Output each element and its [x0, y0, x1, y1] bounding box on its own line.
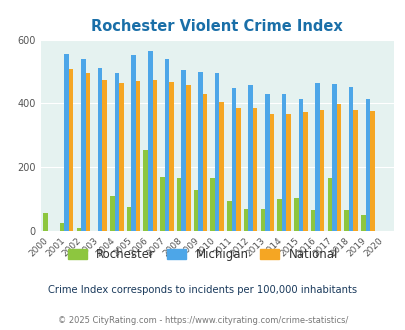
Bar: [193, 189, 198, 231]
Bar: [135, 81, 140, 231]
Bar: [343, 210, 348, 231]
Bar: [185, 85, 190, 231]
Bar: [336, 104, 340, 231]
Bar: [303, 112, 307, 231]
Bar: [260, 209, 264, 231]
Bar: [327, 178, 331, 231]
Bar: [164, 59, 169, 231]
Bar: [160, 177, 164, 231]
Bar: [198, 72, 202, 231]
Bar: [310, 210, 315, 231]
Bar: [98, 68, 102, 231]
Bar: [319, 110, 324, 231]
Bar: [85, 73, 90, 231]
Bar: [331, 84, 336, 231]
Bar: [243, 209, 248, 231]
Bar: [177, 178, 181, 231]
Bar: [219, 102, 224, 231]
Bar: [119, 82, 123, 231]
Bar: [315, 82, 319, 231]
Bar: [68, 69, 73, 231]
Bar: [202, 94, 207, 231]
Bar: [64, 54, 68, 231]
Bar: [231, 88, 236, 231]
Bar: [60, 223, 64, 231]
Text: Crime Index corresponds to incidents per 100,000 inhabitants: Crime Index corresponds to incidents per…: [48, 285, 357, 295]
Bar: [352, 110, 357, 231]
Bar: [43, 214, 47, 231]
Legend: Rochester, Michigan, National: Rochester, Michigan, National: [63, 244, 342, 266]
Bar: [269, 114, 273, 231]
Bar: [277, 199, 281, 231]
Bar: [365, 99, 369, 231]
Bar: [143, 150, 148, 231]
Bar: [369, 111, 374, 231]
Bar: [81, 59, 85, 231]
Bar: [131, 55, 135, 231]
Bar: [227, 201, 231, 231]
Bar: [252, 108, 257, 231]
Bar: [348, 87, 352, 231]
Bar: [110, 196, 114, 231]
Bar: [236, 108, 240, 231]
Bar: [102, 80, 107, 231]
Bar: [126, 207, 131, 231]
Bar: [214, 73, 219, 231]
Bar: [76, 228, 81, 231]
Bar: [360, 215, 365, 231]
Bar: [248, 85, 252, 231]
Bar: [148, 51, 152, 231]
Bar: [169, 82, 173, 231]
Title: Rochester Violent Crime Index: Rochester Violent Crime Index: [91, 19, 342, 34]
Bar: [114, 73, 119, 231]
Bar: [210, 178, 214, 231]
Bar: [286, 114, 290, 231]
Bar: [281, 94, 286, 231]
Bar: [264, 94, 269, 231]
Bar: [152, 80, 157, 231]
Text: © 2025 CityRating.com - https://www.cityrating.com/crime-statistics/: © 2025 CityRating.com - https://www.city…: [58, 315, 347, 325]
Bar: [298, 99, 303, 231]
Bar: [181, 70, 185, 231]
Bar: [293, 197, 298, 231]
